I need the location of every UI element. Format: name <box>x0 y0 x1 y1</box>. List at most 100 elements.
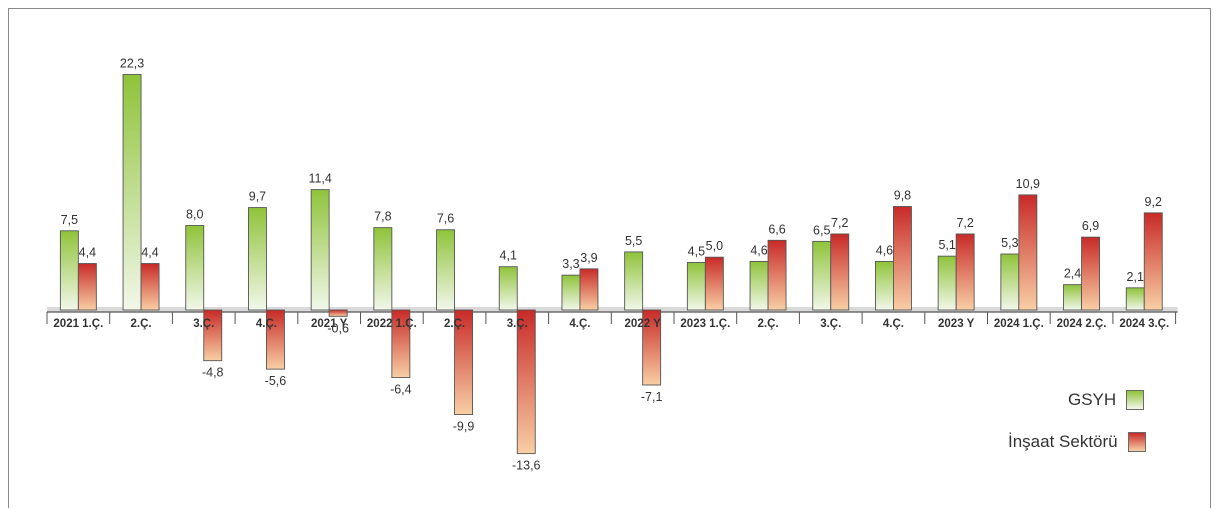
bar-gsyh <box>624 251 644 311</box>
bar-insaat <box>266 309 285 370</box>
data-label-insaat: -13,6 <box>512 459 541 473</box>
bar-gsyh <box>937 255 957 311</box>
data-label-gsyh: 6,5 <box>813 223 830 237</box>
bar-gsyh <box>749 260 769 311</box>
legend-swatch-insaat <box>1127 432 1146 452</box>
bar-gsyh <box>1000 253 1020 311</box>
data-label-gsyh: 2,1 <box>1127 270 1144 284</box>
bar-insaat <box>1081 236 1101 311</box>
bar-insaat <box>454 309 473 415</box>
bar-insaat <box>77 263 97 311</box>
data-label-insaat: 6,6 <box>768 222 785 236</box>
x-tick-label: 2.Ç. <box>758 318 779 330</box>
data-label-insaat: 9,2 <box>1145 195 1162 209</box>
x-tick-label: 2021 Y <box>311 318 348 330</box>
bar-insaat <box>579 268 599 311</box>
data-label-gsyh: 4,6 <box>876 243 893 257</box>
x-tick-label: 3.Ç. <box>507 318 528 330</box>
data-label-insaat: 6,9 <box>1082 219 1099 233</box>
x-tick-label: 3.Ç. <box>193 318 214 330</box>
legend-label-insaat: İnşaat Sektörü <box>1008 432 1118 451</box>
data-label-insaat: 4,4 <box>79 246 96 260</box>
data-label-insaat: -6,4 <box>390 383 412 397</box>
x-tick-label: 2024 2.Ç. <box>1057 318 1107 330</box>
data-label-gsyh: 2,4 <box>1064 267 1081 281</box>
chart-frame: 7,5 4,4 2021 1.Ç. 22,3 4,4 2.Ç. 8,0 -4,8 3.Ç. 9,7… <box>8 8 1211 508</box>
data-label-insaat: 7,2 <box>956 216 973 230</box>
data-label-gsyh: 5,5 <box>625 234 642 248</box>
bar-gsyh <box>373 227 393 311</box>
data-label-gsyh: 3,3 <box>562 257 579 271</box>
bar-gsyh <box>1063 284 1083 311</box>
data-label-gsyh: 7,8 <box>374 210 391 224</box>
bar-insaat <box>140 263 160 311</box>
data-label-gsyh: 8,0 <box>186 208 203 222</box>
bar-gsyh <box>875 260 894 311</box>
legend-item-insaat: İnşaat Sektörü <box>1008 432 1146 452</box>
x-tick-label: 4.Ç. <box>256 318 277 330</box>
x-tick-label: 2023 Y <box>938 318 975 330</box>
x-tick-label: 2021 1.Ç. <box>53 318 103 330</box>
data-label-gsyh: 9,7 <box>249 190 266 204</box>
x-tick-label: 2.Ç. <box>444 318 465 330</box>
x-tick-label: 2024 1.Ç. <box>994 318 1044 330</box>
data-label-gsyh: 11,4 <box>308 172 331 186</box>
x-tick-label: 4.Ç. <box>569 318 590 330</box>
x-tick-label: 2023 1.Ç. <box>680 318 730 330</box>
bar-gsyh <box>812 240 832 311</box>
bar-insaat <box>328 309 348 317</box>
data-label-insaat: 3,9 <box>580 251 597 265</box>
bar-insaat <box>830 233 850 311</box>
x-tick-label: 2024 3.Ç. <box>1119 318 1169 330</box>
data-label-insaat: -5,6 <box>265 374 287 388</box>
data-label-gsyh: 4,1 <box>500 249 517 263</box>
bar-gsyh <box>686 262 706 311</box>
data-label-insaat: -0,6 <box>327 321 349 335</box>
bar-gsyh <box>122 74 142 311</box>
data-label-insaat: 10,9 <box>1016 177 1040 191</box>
x-tick-label: 4.Ç. <box>883 318 904 330</box>
bar-gsyh <box>185 225 205 311</box>
data-label-insaat: -4,8 <box>202 366 224 380</box>
bar-gsyh <box>436 229 455 311</box>
data-label-gsyh: 7,5 <box>61 213 78 227</box>
bar-chart: 7,5 4,4 2021 1.Ç. 22,3 4,4 2.Ç. 8,0 -4,8 3.Ç. 9,7… <box>46 57 1178 473</box>
bar-gsyh <box>59 230 79 311</box>
legend-swatch-gsyh <box>1126 390 1145 410</box>
data-label-insaat: 5,0 <box>706 239 723 253</box>
data-label-gsyh: 5,3 <box>1001 236 1018 250</box>
x-tick-label: 2022 1.Ç. <box>367 318 417 330</box>
bar-gsyh <box>561 274 581 311</box>
x-tick-label: 2022 Y <box>625 318 662 330</box>
bar-gsyh <box>1125 287 1145 311</box>
bar-insaat <box>391 309 411 379</box>
bar-insaat <box>1143 212 1163 311</box>
data-label-gsyh: 22,3 <box>120 57 144 71</box>
legend-item-gsyh: GSYH <box>1068 390 1145 410</box>
bar-insaat <box>955 233 975 311</box>
bar-insaat <box>767 239 787 311</box>
bar-gsyh <box>498 266 518 311</box>
bar-insaat <box>516 309 536 455</box>
data-label-gsyh: 4,5 <box>688 244 705 258</box>
x-tick-label: 2.Ç. <box>131 318 152 330</box>
data-label-insaat: -9,9 <box>453 420 475 434</box>
bar-insaat <box>642 309 662 386</box>
bar-insaat <box>704 256 724 311</box>
axis-floor <box>47 307 1178 312</box>
x-tick-label: 3.Ç. <box>820 318 841 330</box>
x-axis <box>46 307 1178 324</box>
data-label-gsyh: 7,6 <box>437 212 454 226</box>
bar-gsyh <box>310 189 330 311</box>
data-label-insaat: 4,4 <box>141 246 158 260</box>
bar-insaat <box>203 309 223 362</box>
data-label-insaat: 7,2 <box>831 216 848 230</box>
bar-gsyh <box>247 207 267 311</box>
legend-label-gsyh: GSYH <box>1068 390 1117 409</box>
data-label-insaat: 9,8 <box>894 189 911 203</box>
bar-insaat <box>893 206 912 311</box>
data-label-insaat: -7,1 <box>641 390 663 404</box>
bar-insaat <box>1018 194 1038 311</box>
data-label-gsyh: 5,1 <box>938 238 955 252</box>
data-label-gsyh: 4,6 <box>750 243 767 257</box>
